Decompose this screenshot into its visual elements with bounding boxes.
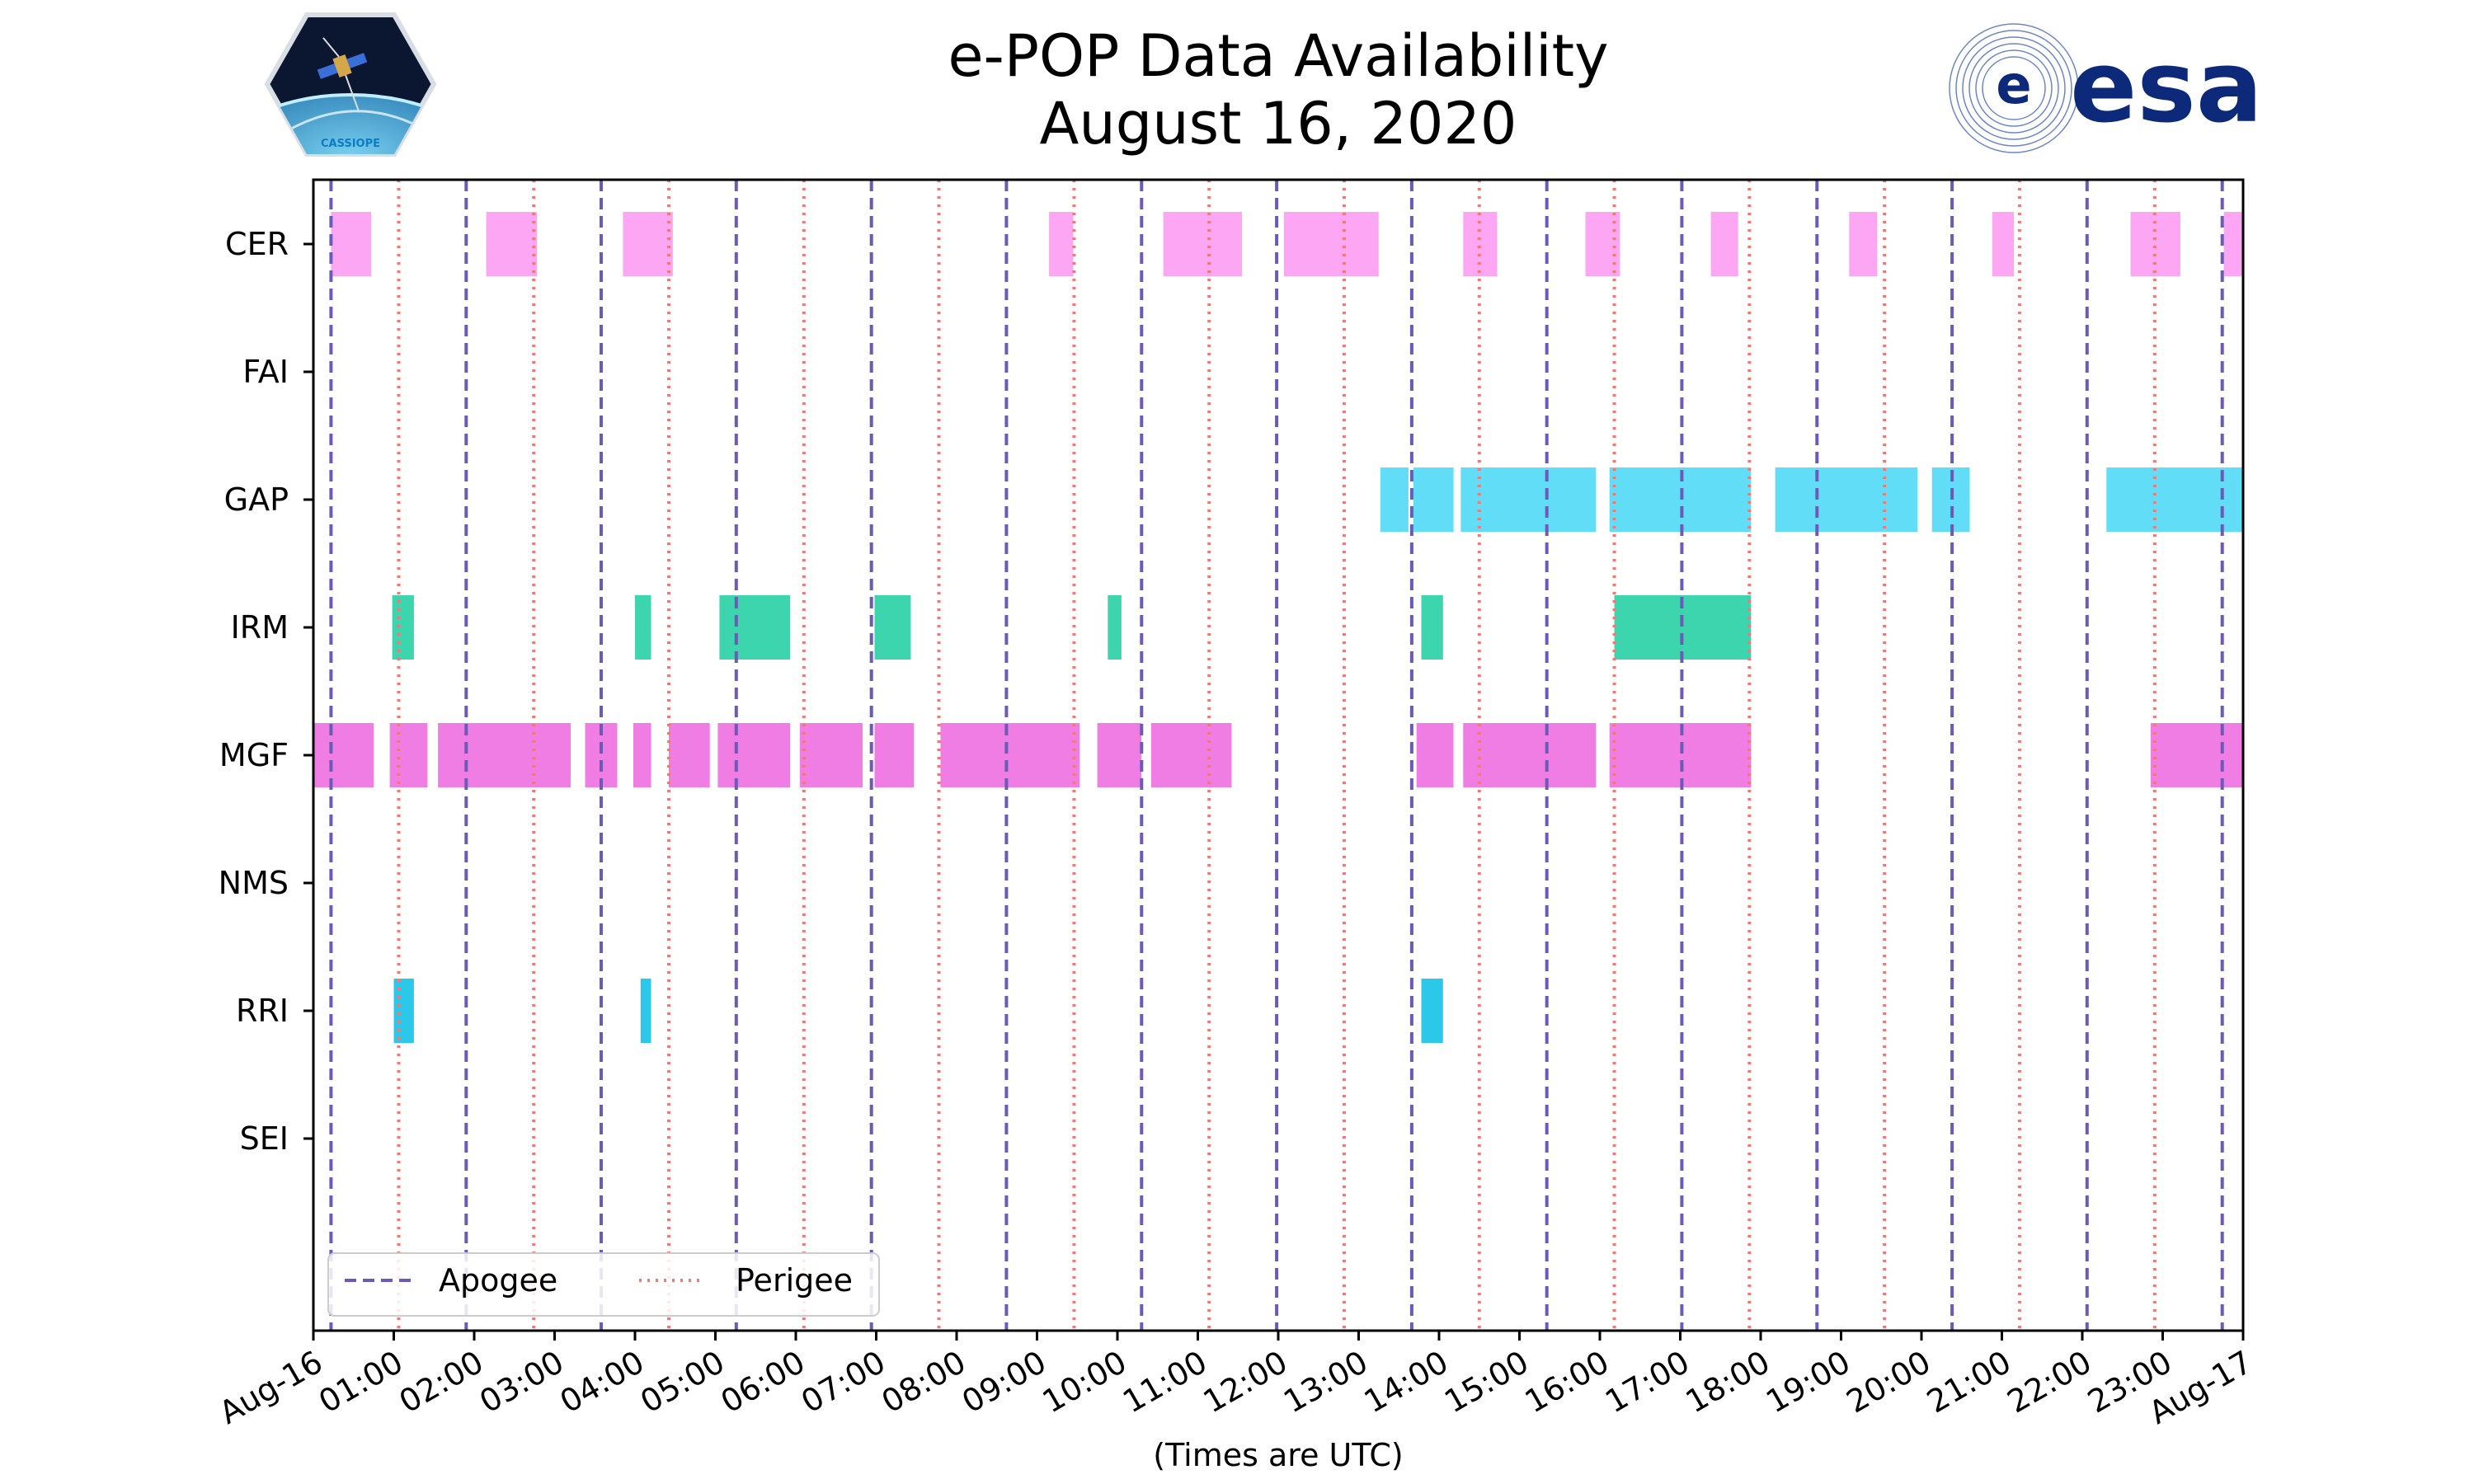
bar-gap	[1413, 467, 1454, 532]
bar-gap	[1380, 467, 1409, 532]
bar-mgf	[633, 723, 651, 787]
bar-cer	[1283, 212, 1379, 276]
bar-mgf	[1416, 723, 1454, 787]
legend-apogee-label: Apogee	[439, 1262, 557, 1298]
bar-mgf	[2150, 723, 2243, 787]
x-tick-label: 11:00	[1117, 1344, 1213, 1421]
availability-bars	[313, 212, 2244, 1043]
bar-cer	[1049, 212, 1074, 276]
x-tick-label: 15:00	[1438, 1344, 1535, 1421]
x-tick-label: Aug-16	[213, 1344, 328, 1431]
esa-logo-text: esa	[2070, 31, 2263, 145]
bar-mgf	[438, 723, 571, 787]
x-tick-label: 19:00	[1760, 1344, 1856, 1421]
x-tick-label: 12:00	[1197, 1344, 1294, 1421]
bar-mgf	[1463, 723, 1597, 787]
bar-mgf	[874, 723, 915, 787]
bar-mgf	[799, 723, 863, 787]
bar-irm	[635, 595, 651, 660]
y-tick-label-cer: CER	[225, 226, 289, 262]
bar-cer	[1849, 212, 1878, 276]
x-tick-label: 03:00	[473, 1344, 570, 1421]
x-tick-label: 18:00	[1680, 1344, 1776, 1421]
x-tick-label: 01:00	[313, 1344, 409, 1421]
bar-cer	[1710, 212, 1738, 276]
y-tick-label-mgf: MGF	[219, 737, 289, 773]
bar-rri	[393, 979, 414, 1043]
x-axis: Aug-1601:0002:0003:0004:0005:0006:0007:0…	[213, 1331, 2259, 1431]
bar-irm	[874, 595, 911, 660]
y-axis: CER FAI GAP IRM MGF NMS RRI SEI	[219, 226, 313, 1157]
bar-mgf	[669, 723, 710, 787]
bar-cer	[1992, 212, 2015, 276]
x-tick-label: 14:00	[1358, 1344, 1455, 1421]
bar-irm	[719, 595, 791, 660]
legend: Apogee Perigee	[327, 1252, 880, 1317]
bar-irm	[1108, 595, 1122, 660]
bar-cer	[623, 212, 673, 276]
bar-mgf	[717, 723, 791, 787]
x-tick-label: 13:00	[1277, 1344, 1374, 1421]
y-tick-label-fai: FAI	[242, 354, 289, 390]
bar-mgf	[389, 723, 428, 787]
bar-mgf	[1097, 723, 1142, 787]
y-tick-label-nms: NMS	[219, 865, 289, 901]
y-tick-label-irm: IRM	[231, 609, 289, 646]
esa-logo: e esa	[1949, 23, 2263, 153]
chart-title-line2: August 16, 2020	[1039, 90, 1517, 157]
svg-text:e: e	[1996, 55, 2031, 116]
legend-perigee-label: Perigee	[736, 1262, 853, 1298]
bar-gap	[2106, 467, 2244, 532]
x-tick-label: 04:00	[554, 1344, 651, 1421]
chart-title-line1: e-POP Data Availability	[948, 22, 1609, 90]
x-tick-label: 05:00	[634, 1344, 731, 1421]
bar-cer	[1163, 212, 1243, 276]
bar-cer	[486, 212, 537, 276]
bar-rri	[640, 979, 651, 1043]
x-tick-label: 07:00	[795, 1344, 891, 1421]
x-tick-label: 21:00	[1921, 1344, 2017, 1421]
legend-box	[327, 1252, 880, 1317]
x-tick-label: 17:00	[1599, 1344, 1696, 1421]
bar-mgf	[1150, 723, 1232, 787]
bar-mgf	[313, 723, 374, 787]
orbit-marker-lines	[329, 180, 2224, 1331]
y-tick-label-rri: RRI	[236, 993, 289, 1029]
x-tick-label: 09:00	[956, 1344, 1052, 1421]
y-tick-label-gap: GAP	[224, 481, 289, 518]
bar-gap	[1775, 467, 1918, 532]
bar-cer	[331, 212, 372, 276]
x-tick-label: 08:00	[876, 1344, 972, 1421]
cassiope-logo: CASSIOPE	[264, 12, 437, 157]
y-tick-label-sei: SEI	[240, 1120, 289, 1157]
bar-rri	[1421, 979, 1443, 1043]
bar-irm	[392, 595, 414, 660]
x-tick-label: 16:00	[1519, 1344, 1616, 1421]
x-tick-label: 22:00	[2001, 1344, 2098, 1421]
bar-irm	[1421, 595, 1443, 660]
x-tick-label: 20:00	[1841, 1344, 1937, 1421]
x-axis-label: (Times are UTC)	[1153, 1437, 1403, 1473]
x-tick-label: 06:00	[715, 1344, 811, 1421]
x-tick-label: 10:00	[1037, 1344, 1133, 1421]
cassiope-logo-text: CASSIOPE	[321, 138, 380, 150]
bar-cer	[2223, 212, 2243, 276]
x-tick-label: 02:00	[393, 1344, 490, 1421]
bar-gap	[1460, 467, 1597, 532]
bar-mgf	[940, 723, 1080, 787]
